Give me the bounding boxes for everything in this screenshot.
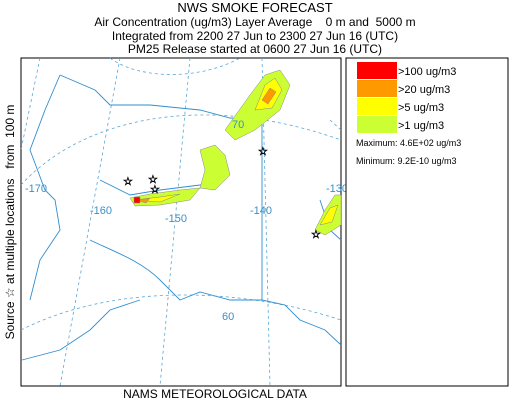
legend-label: >20 ug/m3 [398, 84, 450, 96]
smoke-plume [135, 197, 151, 204]
grid-label: -140 [250, 205, 272, 217]
legend-label: >1 ug/m3 [398, 120, 444, 132]
legend-swatch [357, 98, 397, 115]
smoke-plume [199, 144, 231, 191]
grid-label: -160 [90, 205, 112, 217]
maximum: Maximum: 4.6E+02 ug/m3 [356, 138, 461, 148]
smoke-plume [133, 196, 141, 204]
legend-swatch [357, 80, 397, 97]
legend-swatch [357, 62, 397, 79]
subtitle: Integrated from 2200 27 Jun to 2300 27 J… [112, 29, 398, 43]
source-marker: ☆ [258, 146, 268, 158]
legend-label: >100 ug/m3 [398, 66, 456, 78]
title: NWS SMOKE FORECAST [177, 0, 332, 15]
map-frame [20, 57, 342, 387]
grid-label: -170 [25, 183, 47, 195]
smoke-plumes [129, 69, 342, 236]
smoke-plume [319, 204, 339, 226]
legend: >100 ug/m3 >20 ug/m3 >5 ug/m3 >1 ug/m3 [357, 62, 456, 133]
legend-swatch [357, 116, 397, 133]
source-marker: ☆ [150, 184, 160, 196]
source-marker: ☆ [123, 176, 133, 188]
side-label: Source ☆ at multiple locations from 100 … [3, 105, 17, 340]
source-marker: ☆ [311, 229, 321, 241]
subtitle: PM25 Release started at 0600 27 Jun 16 (… [128, 42, 382, 56]
grid-label: -130 [326, 183, 348, 195]
subtitle: Air Concentration (ug/m3) Layer Average … [94, 15, 415, 29]
smoke-plume [261, 87, 277, 105]
grid-label: 60 [222, 311, 234, 323]
source-marker: ☆ [148, 174, 158, 186]
legend-label: >5 ug/m3 [398, 102, 444, 114]
map: ☆ ☆ ☆ ☆ ☆ -170 -160 -150 -140 -130 70 60 [20, 57, 348, 387]
footer: NAMS METEOROLOGICAL DATA [123, 387, 307, 401]
grid-label: -150 [165, 213, 187, 225]
sources: ☆ ☆ ☆ ☆ ☆ [123, 146, 322, 242]
minimum: Minimum: 9.2E-10 ug/m3 [356, 156, 457, 166]
grid-label: 70 [232, 119, 244, 131]
